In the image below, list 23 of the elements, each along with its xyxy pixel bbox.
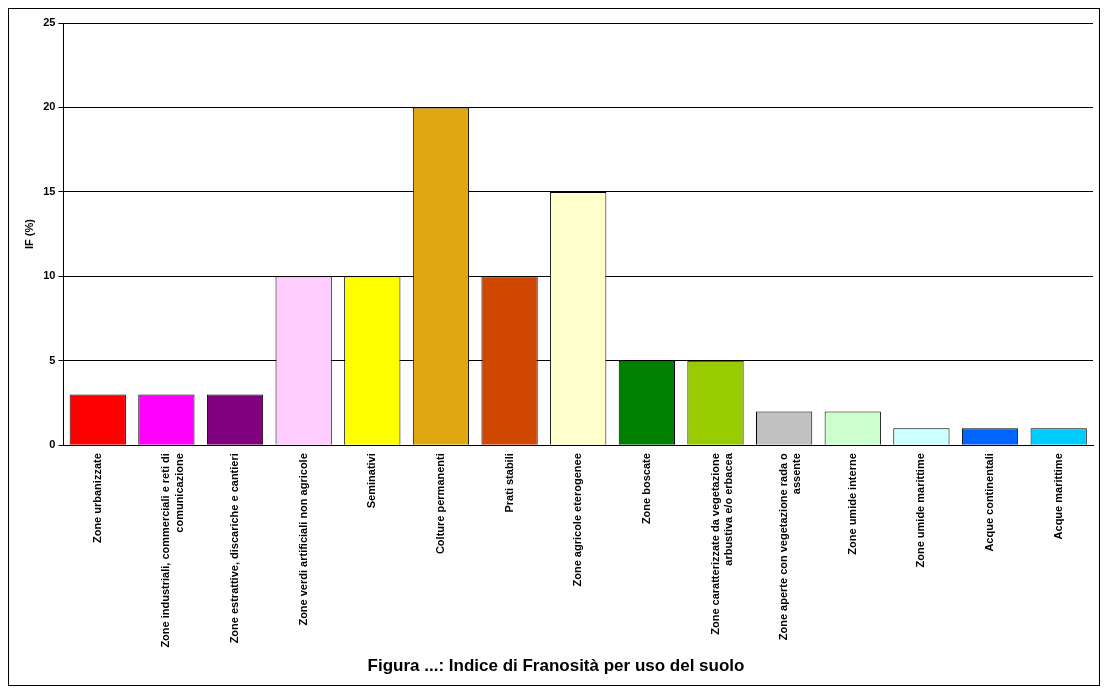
x-tick-label: Colture permanenti <box>433 453 446 555</box>
y-tick-label: 20 <box>43 100 56 113</box>
x-tick-label: Prati stabili <box>502 453 515 513</box>
x-tick-label: Zone estrattive, discariche e cantieri <box>228 453 241 644</box>
x-tick-label: Zone umide marittime <box>914 453 927 568</box>
x-tick-label: Zone boscate <box>639 453 652 525</box>
text: Figura ...: Indice di Franosità per uso del suolo <box>367 656 745 676</box>
x-tick-label: Zone aperte con vegetazione rada o assente <box>777 452 803 641</box>
y-tick-label: 5 <box>49 353 56 366</box>
x-tick-label: Seminativi <box>365 453 378 509</box>
y-tick-label: 25 <box>43 16 56 29</box>
y-tick-label: 0 <box>49 438 56 451</box>
x-tick-label: Zone agricole eterogenee <box>571 453 584 587</box>
x-tick-label: Zone industriali, commerciali e reti di comunicazione <box>159 453 185 648</box>
y-axis-title: IF (%) <box>22 218 35 250</box>
x-tick-label: Acque marittime <box>1051 453 1064 540</box>
x-tick-label: Zone umide interne <box>845 453 858 555</box>
y-tick-label: 15 <box>43 184 56 197</box>
x-tick-label: Zone urbanizzate <box>90 453 103 544</box>
x-tick-label: Zone caratterizzate da vegetazione arbustiva e/o erbacea <box>708 452 734 635</box>
y-tick-label: 10 <box>43 269 56 282</box>
x-tick-label: Acque continentali <box>983 453 996 552</box>
x-tick-label: Zone verdi artificiali non agricole <box>296 453 309 626</box>
